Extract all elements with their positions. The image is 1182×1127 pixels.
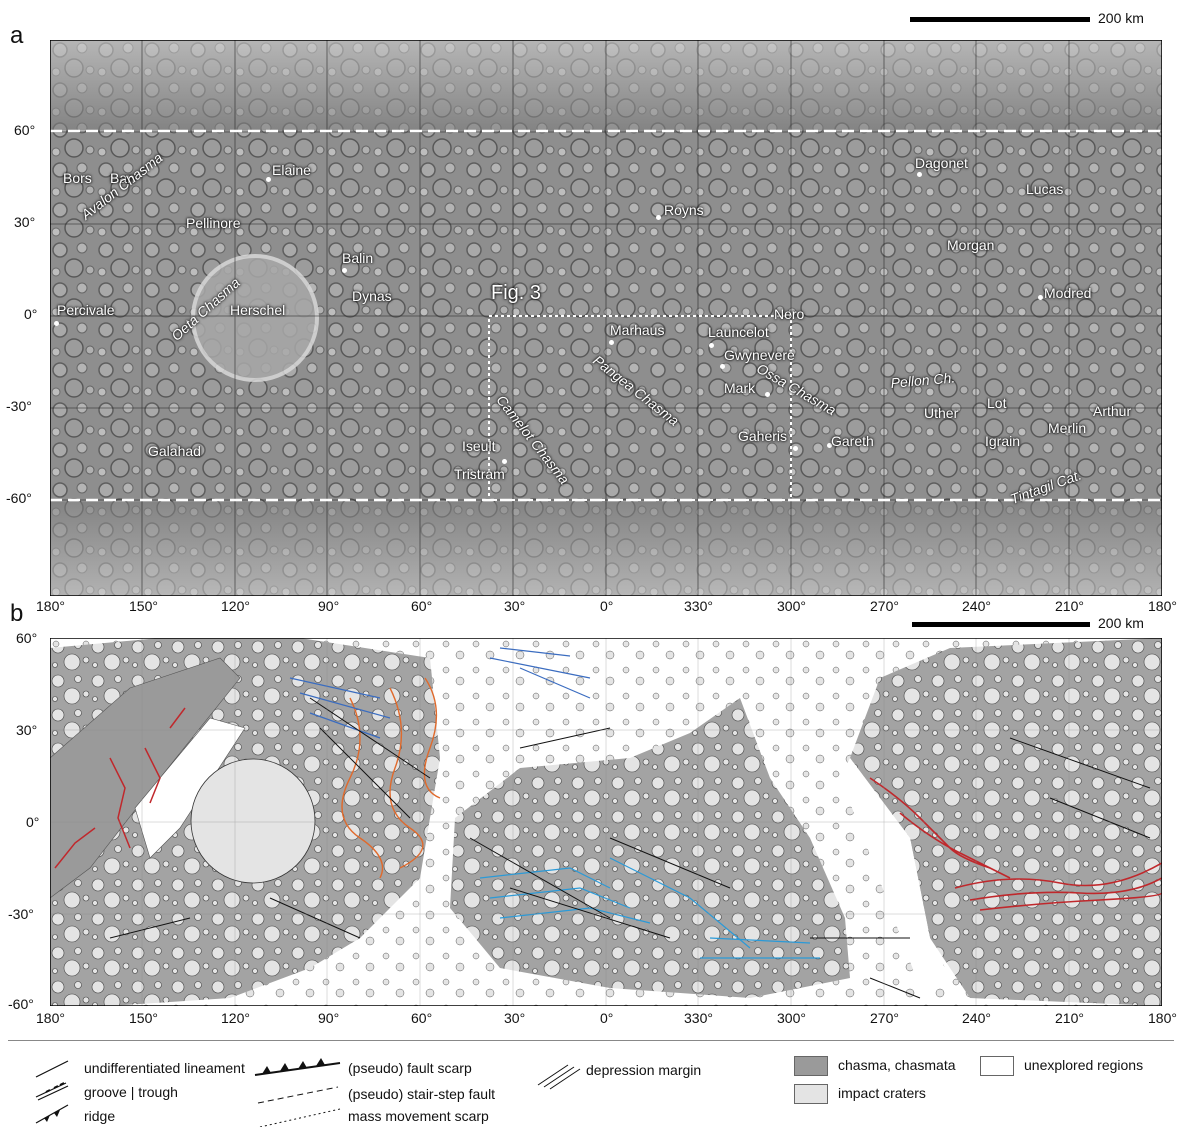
- label-balin: Balin: [342, 250, 374, 266]
- label-gwynevere: Gwynevere: [724, 347, 795, 363]
- a-lon-8: 300°: [777, 598, 806, 614]
- label-merlin: Merlin: [1048, 420, 1087, 436]
- label-modred: Modred: [1044, 285, 1092, 301]
- b-lon-2: 120°: [221, 1010, 250, 1026]
- b-lat-neg60: -60°: [8, 996, 34, 1012]
- label-royns: Royns: [664, 202, 704, 218]
- b-lat-neg30: -30°: [8, 906, 34, 922]
- label-launcelot: Launcelot: [708, 324, 769, 340]
- legend-lineament: undifferentiated lineament: [84, 1060, 245, 1076]
- label-dynas: Dynas: [352, 288, 392, 304]
- legend-groove: groove | trough: [84, 1084, 178, 1100]
- label-bors: Bors: [63, 170, 92, 186]
- label-tristram: Tristram: [454, 466, 505, 482]
- b-lat-0: 0°: [26, 814, 40, 830]
- a-lat-30: 30°: [14, 214, 36, 230]
- label-morgan: Morgan: [947, 237, 995, 253]
- label-gareth: Gareth: [831, 433, 874, 449]
- label-arthur: Arthur: [1093, 403, 1132, 419]
- b-lon-0: 180°: [36, 1010, 65, 1026]
- b-lon-6: 0°: [600, 1010, 614, 1026]
- label-galahad: Galahad: [148, 443, 201, 459]
- panel-a-scale-text: 200 km: [1098, 10, 1144, 26]
- a-lon-0: 180°: [36, 598, 65, 614]
- panel-a-label: a: [10, 22, 24, 49]
- a-lat-neg60: -60°: [6, 490, 32, 506]
- label-percivale: Percivale: [57, 302, 115, 318]
- a-lat-neg30: -30°: [6, 398, 32, 414]
- a-lon-3: 90°: [318, 598, 340, 614]
- legend-craters: impact craters: [838, 1085, 926, 1101]
- a-lon-6: 0°: [600, 598, 614, 614]
- b-lon-10: 240°: [962, 1010, 991, 1026]
- legend-mass-movement: mass movement scarp: [348, 1108, 489, 1124]
- b-lon-7: 330°: [684, 1010, 713, 1026]
- label-ban: Ban: [110, 170, 135, 186]
- a-lon-1: 150°: [129, 598, 158, 614]
- middle-terrain: [450, 698, 850, 998]
- b-lat-30: 30°: [16, 722, 38, 738]
- panel-b-scale-bar: [912, 622, 1090, 627]
- a-lon-12: 180°: [1148, 598, 1177, 614]
- swatch-chasma: [794, 1056, 828, 1076]
- b-lon-12: 180°: [1148, 1010, 1177, 1026]
- label-uther: Uther: [924, 405, 959, 421]
- label-lot: Lot: [987, 395, 1007, 411]
- panel-a-scale-bar: [910, 17, 1090, 22]
- legend-ridge: ridge: [84, 1108, 116, 1124]
- label-elaine: Elaine: [272, 162, 311, 178]
- label-igrain: Igrain: [985, 433, 1021, 449]
- fig3-label: Fig. 3: [491, 282, 542, 304]
- legend-stair-step: (pseudo) stair-step fault: [348, 1086, 496, 1102]
- a-lon-11: 210°: [1055, 598, 1084, 614]
- label-mark: Mark: [724, 380, 756, 396]
- a-lon-9: 270°: [870, 598, 899, 614]
- fig3-box: [488, 315, 792, 501]
- b-lon-11: 210°: [1055, 1010, 1084, 1026]
- legend-chasma: chasma, chasmata: [838, 1057, 956, 1073]
- herschel-crater: [191, 254, 319, 382]
- label-herschel: Herschel: [230, 302, 286, 318]
- b-lat-60: 60°: [16, 630, 38, 646]
- legend-divider: [8, 1040, 1174, 1041]
- a-lon-2: 120°: [221, 598, 250, 614]
- a-lon-7: 330°: [684, 598, 713, 614]
- a-lat-60: 60°: [14, 122, 36, 138]
- panel-b-map: [50, 638, 1162, 1006]
- a-lon-10: 240°: [962, 598, 991, 614]
- herschel-map: [190, 758, 316, 884]
- legend-unexplored: unexplored regions: [1024, 1057, 1144, 1073]
- swatch-craters: [794, 1084, 828, 1104]
- a-lat-0: 0°: [24, 306, 38, 322]
- b-lon-4: 60°: [411, 1010, 433, 1026]
- label-gaheris: Gaheris: [738, 428, 788, 444]
- panel-a-map: [50, 40, 1162, 596]
- label-iseult: Iseult: [462, 438, 496, 454]
- b-lon-9: 270°: [870, 1010, 899, 1026]
- b-lon-1: 150°: [129, 1010, 158, 1026]
- legend-symbols: [35, 1058, 581, 1127]
- a-lon-5: 30°: [504, 598, 526, 614]
- label-dagonet: Dagonet: [915, 155, 968, 171]
- label-nero: Nero: [774, 306, 805, 322]
- label-marhaus: Marhaus: [610, 322, 665, 338]
- label-lucas: Lucas: [1026, 181, 1064, 197]
- b-lon-3: 90°: [318, 1010, 340, 1026]
- panel-b-scale-text: 200 km: [1098, 615, 1144, 631]
- label-pellinore: Pellinore: [186, 215, 241, 231]
- a-lon-4: 60°: [411, 598, 433, 614]
- panel-b-label: b: [10, 600, 24, 627]
- legend-fault-scarp: (pseudo) fault scarp: [348, 1060, 472, 1076]
- swatch-unexplored: [980, 1056, 1014, 1076]
- b-lon-8: 300°: [777, 1010, 806, 1026]
- avalon-chasma-fill: [50, 657, 241, 899]
- legend-depression: depression margin: [586, 1062, 702, 1078]
- b-lon-5: 30°: [504, 1010, 526, 1026]
